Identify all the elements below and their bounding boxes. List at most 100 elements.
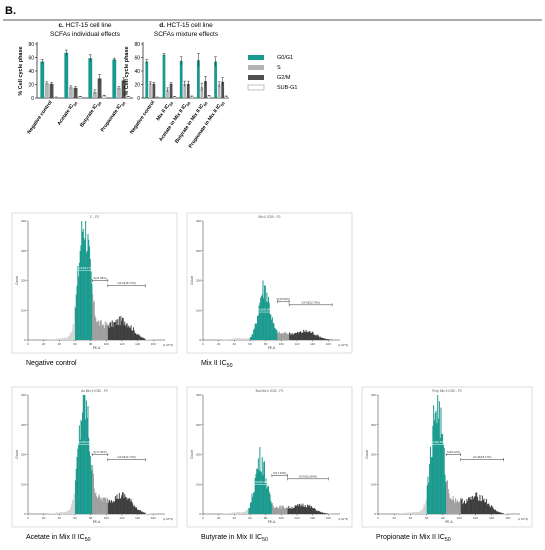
histogram-bin	[120, 498, 122, 514]
histogram-bin	[53, 339, 55, 340]
histogram-bin	[503, 513, 505, 514]
x-tick-label: 40	[409, 516, 413, 520]
histogram-bin	[311, 333, 313, 340]
histogram-bin	[285, 333, 287, 340]
x-tick-label: 100	[104, 516, 109, 520]
histogram-bin	[103, 328, 105, 340]
y-tick-label: 20	[28, 82, 34, 88]
histogram-bin	[250, 502, 252, 514]
histogram-3: But Mix II IC50 - P2 0 100 200 300 400 0 20 40 60…	[186, 386, 353, 543]
histogram-bin	[137, 510, 139, 514]
histogram-bin	[249, 337, 251, 340]
histogram-bin	[239, 512, 241, 514]
x-tick-label: 80	[89, 516, 93, 520]
histogram-bin	[89, 246, 91, 340]
histogram-bin	[76, 457, 78, 514]
histogram-bin	[231, 512, 233, 514]
histogram-bin	[56, 512, 58, 514]
histogram-bin	[240, 512, 242, 514]
histogram-bin	[249, 338, 251, 340]
histogram-bin	[257, 458, 259, 514]
x-tick-label: 60	[248, 516, 252, 520]
histogram-1: Mix II IC50 - P2 0 100 200 300 400 0 20 40 60 80 10…	[186, 212, 353, 369]
histogram-bin	[271, 503, 273, 514]
histogram-bin	[131, 501, 133, 514]
y-tick-label: 100	[196, 482, 201, 486]
histogram-bin	[143, 338, 145, 340]
histogram-bin	[53, 339, 55, 340]
histogram-bin	[120, 316, 122, 340]
histogram-bin	[260, 471, 262, 514]
histogram-bin	[313, 508, 315, 514]
histogram-bin	[77, 266, 79, 340]
histogram-bin	[326, 513, 328, 514]
histogram-bin	[119, 498, 121, 514]
histogram-bin	[91, 283, 93, 340]
histogram-bin	[289, 508, 291, 514]
x-tick-label: 0	[377, 516, 379, 520]
x-tick-label: 120	[294, 342, 299, 346]
histogram-bin	[127, 498, 129, 514]
y-tick-label: 0	[24, 338, 26, 342]
histogram-bin	[65, 337, 67, 340]
histogram-bin	[83, 237, 85, 340]
histogram-bin	[242, 338, 244, 340]
histogram-bin	[421, 510, 423, 514]
histogram-bin	[80, 245, 82, 340]
bar-g2-m	[73, 87, 78, 98]
x-category-label: Propionate in Mix II IC50	[188, 100, 226, 150]
histogram-bin	[238, 338, 240, 340]
histogram-bin	[131, 330, 133, 340]
histogram-bin	[264, 285, 266, 340]
histogram-bin	[122, 317, 124, 340]
x-tick-label: 20	[217, 342, 221, 346]
histogram-bin	[75, 294, 77, 340]
bar-s	[166, 89, 169, 98]
bar-g0-g1	[214, 61, 217, 98]
histogram-bin	[299, 503, 301, 514]
histogram-bin	[98, 321, 100, 340]
histogram-bin	[270, 314, 272, 340]
y-tick-label: 20	[134, 82, 140, 88]
histogram-bin	[412, 511, 414, 514]
histogram-bin	[140, 511, 142, 514]
histogram-bin	[74, 494, 76, 514]
legend-swatch	[248, 55, 264, 60]
histogram-bin	[128, 325, 130, 340]
histogram-bin	[138, 334, 140, 340]
histogram-bin	[69, 333, 71, 340]
histogram-bin	[315, 510, 317, 514]
x-tick-label: 40	[58, 342, 62, 346]
x-tick-label: 80	[264, 516, 268, 520]
histogram-bin	[434, 412, 436, 514]
histogram-bin	[301, 332, 303, 340]
histogram-bin	[320, 337, 322, 340]
y-tick-label: 400	[371, 393, 376, 397]
x-tick-label: 100	[457, 516, 462, 520]
histogram-bin	[97, 320, 99, 340]
histogram-bin	[284, 333, 286, 340]
histogram-bin	[102, 498, 104, 514]
histogram-bin	[242, 512, 244, 514]
y-tick-label: 0	[199, 338, 201, 342]
histogram-bin	[256, 323, 258, 340]
histogram-bin	[262, 475, 264, 514]
bar-g2-m	[49, 83, 54, 98]
histogram-bin	[285, 507, 287, 514]
histogram-bin	[411, 512, 413, 514]
histogram-bin	[451, 499, 453, 514]
histogram-caption: Butyrate in Mix II IC50	[201, 534, 268, 543]
x-axis-label: PE-A	[268, 520, 276, 524]
histogram-bin	[278, 331, 280, 340]
histogram-bin	[282, 334, 284, 340]
histogram-bin	[258, 305, 260, 340]
histogram-bin	[259, 302, 261, 340]
x-category-label: Negative control	[129, 99, 157, 135]
bar-s	[45, 83, 49, 98]
gate-label: S(10.93%)	[277, 297, 290, 301]
histogram-bin	[81, 421, 83, 514]
y-tick-label: 40	[28, 69, 34, 75]
histogram-bin	[71, 504, 73, 514]
histogram-bin	[61, 512, 63, 514]
